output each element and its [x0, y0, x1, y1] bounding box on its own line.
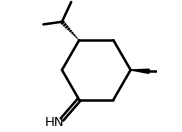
Text: HN: HN — [45, 116, 64, 129]
Polygon shape — [131, 69, 149, 73]
